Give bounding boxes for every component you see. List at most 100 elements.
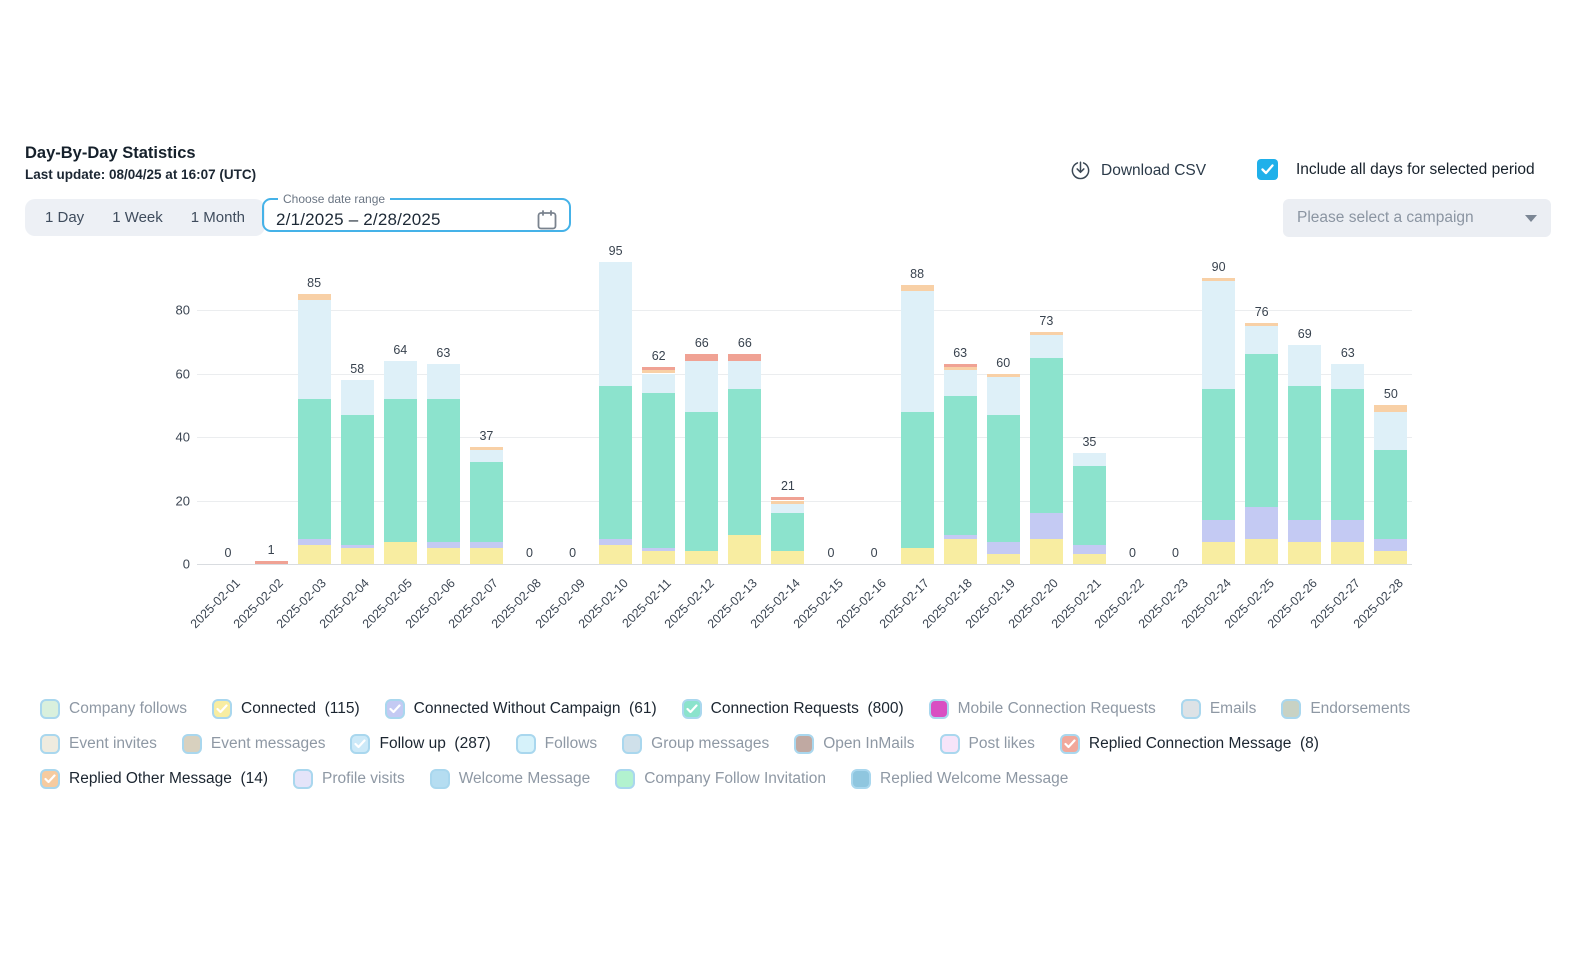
bar-segment (642, 392, 676, 549)
checked-swatch-icon (212, 699, 233, 719)
legend-item[interactable]: Event messages (181, 734, 325, 754)
legend-item[interactable]: Replied Other Message (14) (40, 769, 268, 789)
bar-segment (1374, 551, 1408, 564)
bar-segment (771, 513, 805, 552)
period-button-1-month[interactable]: 1 Month (177, 199, 259, 236)
y-axis-tick: 80 (175, 302, 190, 318)
legend-item-label: Follows (544, 735, 598, 752)
bar-segment (1288, 344, 1322, 387)
bar-segment (1072, 544, 1106, 555)
y-gridline (197, 373, 1412, 375)
bar-segment (986, 541, 1020, 555)
legend-item[interactable]: Endorsements (1281, 699, 1410, 719)
legend-item-label: Welcome Message (458, 770, 591, 787)
bar-total-label: 0 (1172, 546, 1180, 560)
legend-item[interactable]: Connection Requests (800) (681, 699, 904, 719)
bar-segment (1245, 325, 1279, 355)
legend-item[interactable]: Follow up (287) (350, 734, 491, 754)
legend-item[interactable]: Connected Without Campaign (61) (384, 699, 657, 719)
checked-swatch-icon (1059, 734, 1080, 754)
legend-item-label: Connection Requests (800) (710, 700, 904, 717)
swatch-icon (515, 734, 536, 754)
legend-item[interactable]: Company Follow Invitation (615, 769, 826, 789)
legend-item-label: Replied Welcome Message (880, 770, 1069, 787)
include-all-days-checkbox[interactable] (1257, 159, 1278, 180)
legend-item[interactable]: Open InMails (794, 734, 915, 754)
bar-segment (297, 398, 331, 539)
legend-item[interactable]: Event invites (40, 734, 157, 754)
legend-item[interactable]: Company follows (40, 699, 187, 719)
bar-segment (1245, 322, 1279, 326)
bar-segment (1029, 357, 1063, 514)
day-by-day-chart: 0 20 40 60 80 0 2025-02-01 1 2025-02-02 85 2025-02… (0, 240, 1577, 670)
legend-item[interactable]: Follows (515, 734, 598, 754)
bar-segment (728, 360, 762, 390)
bar-segment (943, 370, 977, 396)
y-axis-tick: 0 (182, 556, 190, 572)
legend-item-label: Open InMails (823, 735, 915, 752)
bar-segment (1331, 519, 1365, 542)
calendar-icon[interactable] (535, 208, 559, 232)
bar-total-label: 35 (1082, 434, 1097, 449)
legend-item[interactable]: Connected (115) (212, 699, 360, 719)
bar-segment (469, 548, 503, 564)
period-button-1-week[interactable]: 1 Week (98, 199, 177, 236)
swatch-icon (429, 769, 450, 789)
bar-segment (685, 551, 719, 564)
date-range-field[interactable]: Choose date range 2/1/2025 – 2/28/2025 (262, 192, 571, 232)
legend-item[interactable]: Replied Welcome Message (851, 769, 1068, 789)
bar-segment (1374, 405, 1408, 412)
y-axis-tick: 20 (175, 493, 190, 508)
swatch-icon (40, 699, 60, 719)
legend-item[interactable]: Post likes (939, 734, 1035, 754)
bar-total-label: 63 (953, 345, 968, 360)
y-gridline (197, 310, 1412, 311)
chevron-down-icon (1525, 214, 1537, 222)
bar-segment (340, 544, 374, 549)
bar-total-label: 66 (737, 336, 752, 351)
bar-segment (1374, 411, 1408, 450)
bar-segment (642, 551, 676, 564)
legend-item-label: Post likes (968, 735, 1035, 752)
legend-item[interactable]: Mobile Connection Requests (928, 699, 1156, 719)
campaign-select[interactable]: Please select a campaign (1283, 199, 1551, 237)
bar-segment (642, 548, 676, 552)
legend-item-label: Mobile Connection Requests (957, 700, 1156, 717)
checked-swatch-icon (384, 699, 405, 719)
bar-segment (900, 284, 934, 291)
legend-item-label: Replied Connection Message (8) (1088, 735, 1319, 752)
bar-segment (297, 294, 331, 301)
legend-item[interactable]: Replied Connection Message (8) (1059, 734, 1319, 754)
legend-item-label: Event invites (69, 735, 157, 752)
bar-total-label: 0 (224, 546, 232, 560)
bar-segment (986, 373, 1020, 377)
swatch-icon (40, 734, 60, 754)
bar-segment (642, 367, 676, 371)
bar-segment (685, 354, 719, 361)
bar-total-label: 88 (910, 266, 925, 281)
legend-item[interactable]: Emails (1180, 699, 1256, 719)
swatch-icon (622, 734, 643, 754)
include-all-days-label: Include all days for selected period (1296, 161, 1535, 178)
bar-segment (1029, 538, 1063, 564)
bar-total-label: 85 (307, 276, 322, 291)
legend-item[interactable]: Welcome Message (429, 769, 591, 789)
period-button-1-day[interactable]: 1 Day (31, 199, 98, 236)
date-range-value[interactable]: 2/1/2025 – 2/28/2025 (276, 210, 441, 229)
legend-item[interactable]: Profile visits (293, 769, 405, 789)
legend-item-label: Connected (115) (241, 700, 360, 717)
bar-segment (1245, 506, 1279, 539)
bar-total-label: 73 (1039, 314, 1054, 329)
bar-segment (599, 544, 633, 564)
legend-item-label: Profile visits (322, 770, 405, 787)
bar-segment (943, 367, 977, 371)
legend-item[interactable]: Group messages (622, 734, 769, 754)
last-update-text: Last update: 08/04/25 at 16:07 (UTC) (25, 167, 257, 182)
legend-item-label: Endorsements (1310, 700, 1411, 717)
y-gridline (197, 500, 1412, 502)
period-button-group: 1 Day 1 Week 1 Month (25, 199, 265, 236)
bar-segment (383, 541, 417, 564)
bar-segment (685, 411, 719, 552)
download-csv-button[interactable]: Download CSV (1070, 160, 1206, 181)
bar-segment (1288, 541, 1322, 564)
